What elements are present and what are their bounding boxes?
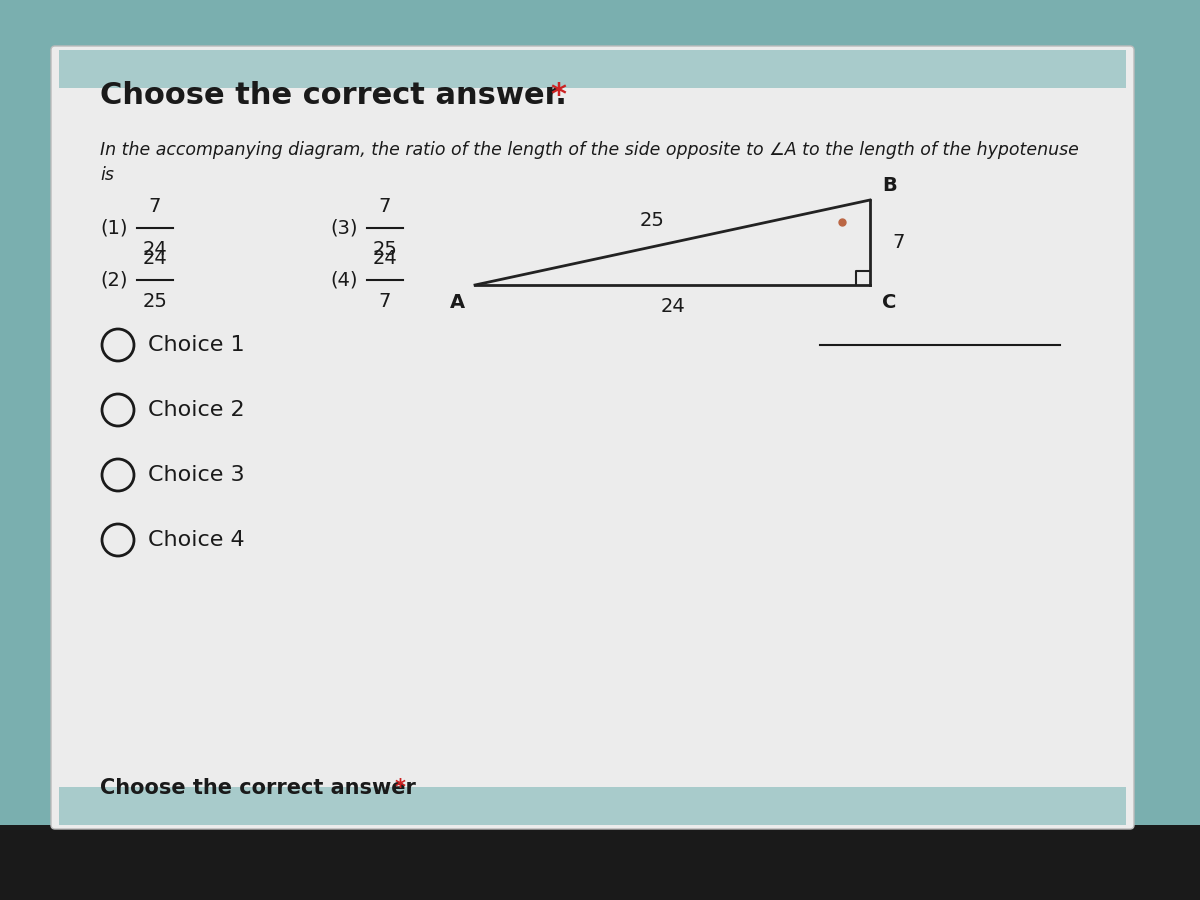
Text: 24: 24 xyxy=(143,249,167,268)
Text: Choice 2: Choice 2 xyxy=(148,400,245,420)
Text: 25: 25 xyxy=(372,240,397,259)
Text: 24: 24 xyxy=(373,249,397,268)
Text: (3): (3) xyxy=(330,219,358,238)
Text: 7: 7 xyxy=(379,292,391,311)
Text: In the accompanying diagram, the ratio of the length of the side opposite to ∠A : In the accompanying diagram, the ratio o… xyxy=(100,141,1079,159)
Text: 25: 25 xyxy=(640,211,665,230)
Text: 7: 7 xyxy=(149,197,161,216)
Text: (1): (1) xyxy=(100,219,127,238)
Text: (2): (2) xyxy=(100,271,127,290)
Text: Choice 3: Choice 3 xyxy=(148,465,245,485)
Text: Choose the correct answer.: Choose the correct answer. xyxy=(100,80,577,110)
Text: B: B xyxy=(882,176,896,195)
Text: 24: 24 xyxy=(660,298,685,317)
Text: 7: 7 xyxy=(379,197,391,216)
Bar xyxy=(0,825,1200,900)
Text: A: A xyxy=(450,293,466,312)
Bar xyxy=(59,787,1126,825)
Text: Choice 1: Choice 1 xyxy=(148,335,245,355)
Text: C: C xyxy=(882,293,896,312)
Text: 7: 7 xyxy=(892,233,905,252)
Text: Choice 4: Choice 4 xyxy=(148,530,245,550)
Text: is: is xyxy=(100,166,114,184)
Text: (4): (4) xyxy=(330,271,358,290)
Text: *: * xyxy=(395,778,406,798)
Text: 25: 25 xyxy=(143,292,168,311)
Text: 24: 24 xyxy=(143,240,167,259)
FancyBboxPatch shape xyxy=(50,46,1134,829)
Text: *: * xyxy=(550,80,566,110)
Text: Choose the correct answer: Choose the correct answer xyxy=(100,778,424,798)
Bar xyxy=(59,50,1126,88)
